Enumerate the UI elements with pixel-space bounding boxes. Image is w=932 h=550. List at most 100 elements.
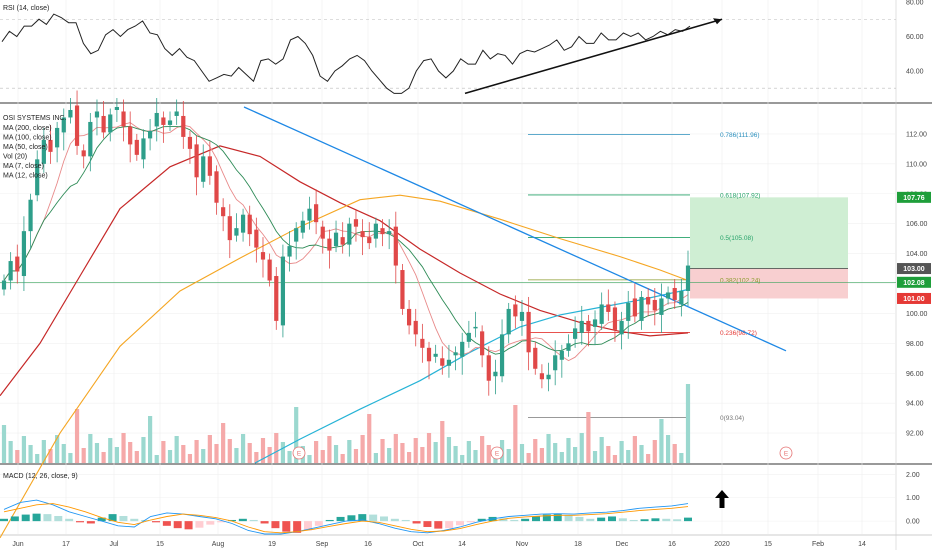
candle-body[interactable] — [506, 308, 511, 335]
candle-body[interactable] — [1, 280, 7, 290]
candle-body[interactable] — [300, 220, 305, 233]
candle-body[interactable] — [187, 136, 193, 149]
candle-body[interactable] — [652, 299, 657, 311]
candle-body[interactable] — [101, 115, 106, 133]
candle-body[interactable] — [367, 237, 372, 244]
candle-body[interactable] — [573, 328, 578, 339]
candle-body[interactable] — [114, 106, 119, 110]
candle-body[interactable] — [234, 228, 239, 236]
candle-body[interactable] — [194, 144, 199, 178]
candle-body[interactable] — [327, 238, 332, 251]
candle-body[interactable] — [161, 117, 166, 125]
candle-body[interactable] — [333, 232, 339, 247]
candle-body[interactable] — [294, 228, 299, 242]
candle-body[interactable] — [473, 326, 478, 329]
candle-body[interactable] — [466, 332, 471, 342]
candle-body[interactable] — [619, 320, 624, 335]
candle-body[interactable] — [347, 223, 352, 245]
candle-body[interactable] — [320, 226, 325, 239]
ma-12-line[interactable] — [3, 125, 689, 355]
candle-body[interactable] — [128, 126, 133, 145]
candle-body[interactable] — [134, 139, 139, 155]
candle-body[interactable] — [8, 261, 13, 281]
candle-body[interactable] — [659, 298, 664, 315]
candle-body[interactable] — [254, 229, 259, 248]
candle-body[interactable] — [626, 302, 631, 321]
candle-body[interactable] — [227, 216, 232, 241]
candle-body[interactable] — [48, 139, 53, 152]
candle-body[interactable] — [55, 127, 60, 148]
candle-body[interactable] — [519, 311, 525, 321]
candle-body[interactable] — [201, 156, 206, 182]
candle-body[interactable] — [513, 304, 518, 317]
earnings-marker-icon[interactable] — [779, 446, 793, 460]
candle-body[interactable] — [15, 256, 20, 272]
candle-body[interactable] — [21, 231, 27, 277]
candle-body[interactable] — [94, 111, 100, 118]
candle-body[interactable] — [672, 287, 677, 300]
candle-body[interactable] — [353, 219, 359, 227]
candle-body[interactable] — [373, 223, 378, 239]
candle-body[interactable] — [240, 214, 246, 233]
candle-body[interactable] — [247, 214, 252, 235]
candle-body[interactable] — [606, 304, 611, 312]
candle-body[interactable] — [539, 373, 545, 380]
candle-body[interactable] — [685, 265, 691, 291]
candle-body[interactable] — [586, 320, 591, 332]
downtrend-line[interactable] — [243, 106, 787, 352]
stop-zone[interactable] — [690, 268, 848, 299]
candle-body[interactable] — [108, 114, 113, 133]
candle-body[interactable] — [493, 371, 498, 377]
rsi-line[interactable] — [1, 13, 691, 94]
candle-body[interactable] — [393, 226, 398, 266]
candle-body[interactable] — [274, 276, 279, 321]
candle-body[interactable] — [214, 171, 219, 203]
target-zone[interactable] — [690, 197, 848, 269]
candle-body[interactable] — [426, 347, 432, 362]
ma-7-line[interactable] — [3, 122, 689, 362]
candle-body[interactable] — [154, 112, 159, 127]
earnings-marker-icon[interactable] — [292, 446, 306, 460]
candle-body[interactable] — [68, 109, 73, 118]
candle-body[interactable] — [559, 350, 564, 360]
candle-body[interactable] — [147, 130, 153, 139]
candle-body[interactable] — [74, 105, 80, 146]
candle-body[interactable] — [453, 352, 458, 356]
candle-body[interactable] — [181, 115, 186, 137]
candle-body[interactable] — [380, 228, 385, 235]
candle-body[interactable] — [599, 304, 604, 324]
candle-body[interactable] — [646, 296, 651, 305]
candle-body[interactable] — [141, 138, 146, 160]
macd-line[interactable] — [3, 499, 689, 535]
price-panel[interactable]: 0.786(111.96) 0.618(107.92) 0.5(105.08) 0.3… — [0, 90, 896, 539]
candle-body[interactable] — [307, 208, 312, 221]
candle-body[interactable] — [639, 296, 644, 321]
candle-body[interactable] — [167, 120, 173, 125]
candle-body[interactable] — [553, 355, 558, 371]
candle-body[interactable] — [665, 292, 671, 299]
candle-body[interactable] — [387, 231, 392, 235]
candle-body[interactable] — [314, 204, 319, 223]
candle-body[interactable] — [260, 252, 266, 260]
candle-body[interactable] — [566, 343, 571, 351]
candle-body[interactable] — [406, 308, 412, 326]
candle-body[interactable] — [267, 259, 272, 281]
candle-body[interactable] — [41, 139, 46, 164]
candle-body[interactable] — [632, 298, 637, 317]
candle-body[interactable] — [413, 320, 418, 335]
ma-50-line[interactable] — [254, 288, 689, 464]
candle-body[interactable] — [420, 338, 425, 348]
rsi-panel[interactable] — [1, 13, 723, 95]
candle-body[interactable] — [88, 121, 93, 157]
candle-body[interactable] — [579, 320, 584, 333]
candle-body[interactable] — [61, 117, 66, 133]
candle-body[interactable] — [499, 334, 505, 377]
candle-body[interactable] — [526, 311, 531, 353]
candle-body[interactable] — [440, 358, 445, 366]
candle-body[interactable] — [446, 359, 452, 366]
up-arrow-icon[interactable] — [715, 490, 729, 508]
candle-body[interactable] — [612, 307, 618, 330]
candle-body[interactable] — [460, 341, 465, 357]
candle-body[interactable] — [480, 331, 485, 356]
